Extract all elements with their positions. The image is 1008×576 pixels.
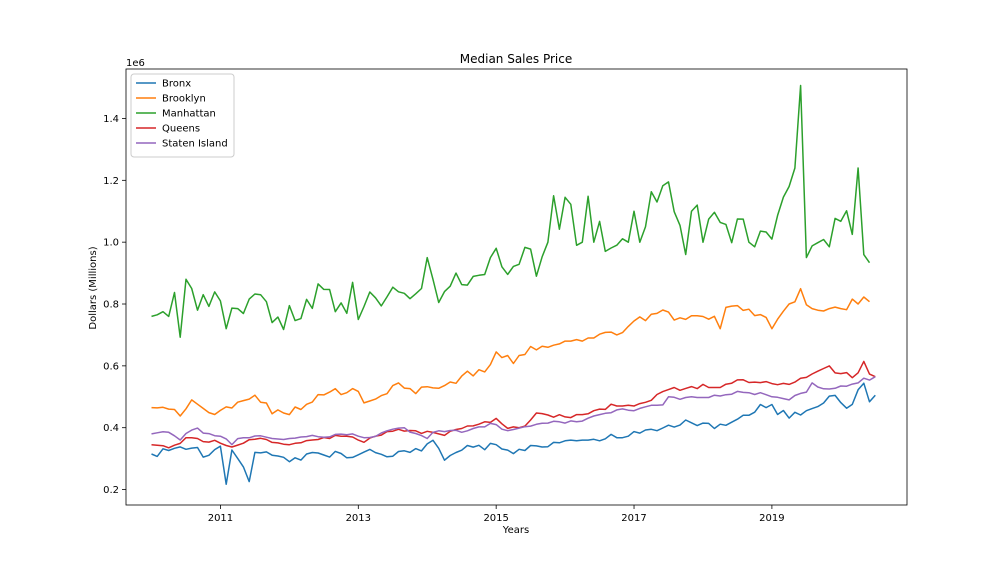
chart-title: Median Sales Price <box>460 52 573 66</box>
series-line-manhattan <box>151 84 871 338</box>
legend-box <box>130 73 235 158</box>
series-line-brooklyn <box>151 287 870 417</box>
series-line-bronx <box>151 382 876 485</box>
y-offset-text: 1e6 <box>126 58 145 69</box>
x-axis-title: Years <box>502 525 529 536</box>
x-tick-label: 2015 <box>483 513 508 524</box>
legend-label: Brooklyn <box>162 94 206 105</box>
y-tick-label: 0.6 <box>103 361 119 372</box>
x-tick-label: 2017 <box>621 513 646 524</box>
legend-label: Bronx <box>162 79 191 90</box>
legend-label: Manhattan <box>162 109 216 120</box>
x-tick-label: 2011 <box>208 513 233 524</box>
y-tick-label: 1.2 <box>103 176 119 187</box>
y-tick-label: 0.2 <box>103 485 119 496</box>
x-tick-label: 2013 <box>346 513 371 524</box>
y-tick-label: 1.0 <box>103 238 119 249</box>
series-lines <box>151 84 876 485</box>
x-tick-label: 2019 <box>759 513 784 524</box>
plot-background <box>126 69 907 505</box>
legend-label: Queens <box>162 124 200 135</box>
series-line-staten-island <box>151 376 876 446</box>
axis-ticks: 2011 2013 2015 2017 2019 0.2 0.4 0.6 0.8 1.0 1.2 1.… <box>103 114 785 524</box>
series-line-queens <box>151 360 876 449</box>
legend: Bronx Brooklyn Manhattan Queens Staten Islan… <box>130 73 235 158</box>
y-tick-label: 0.8 <box>103 300 119 311</box>
y-tick-label: 0.4 <box>103 423 119 434</box>
y-tick-label: 1.4 <box>103 114 119 125</box>
axes-frame <box>125 68 908 506</box>
plot-area <box>125 68 908 506</box>
legend-label: Staten Island <box>162 139 228 150</box>
y-axis-title: Dollars (Millions) <box>88 246 99 329</box>
